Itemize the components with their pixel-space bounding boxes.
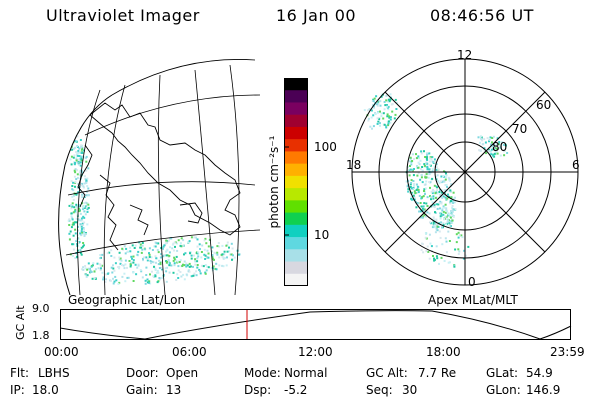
info-ip-key: IP: xyxy=(10,383,25,397)
mlt-label-6: 6 xyxy=(572,158,580,172)
app-title: Ultraviolet Imager xyxy=(46,6,200,25)
timeline-xtick-1: 06:00 xyxy=(172,345,207,359)
timeline-xtick-4: 23:59 xyxy=(550,345,585,359)
info-door-val: Open xyxy=(166,366,199,380)
colorbar-band xyxy=(284,90,308,103)
info-flt-val: LBHS xyxy=(38,366,70,380)
colorbar-tick-100: 100 xyxy=(314,140,337,154)
info-seq-key: Seq: xyxy=(366,383,393,397)
info-gcalt-val: 7.7 Re xyxy=(418,366,457,380)
altitude-curve xyxy=(60,310,572,340)
colorbar-band xyxy=(284,237,308,250)
info-mode-key: Mode: xyxy=(244,366,281,380)
aurora-oval-image xyxy=(363,93,509,268)
colorbar-band xyxy=(284,102,308,116)
time-label: 08:46:56 UT xyxy=(430,6,534,25)
mlat-label-60: 60 xyxy=(536,98,552,112)
coastline-outline xyxy=(77,102,241,251)
info-gcalt-key: GC Alt: xyxy=(366,366,408,380)
info-dsp-val: -5.2 xyxy=(284,383,308,397)
timeline-ylabel: GC Alt xyxy=(14,305,27,340)
info-dsp-key: Dsp: xyxy=(244,383,272,397)
info-glon-val: 146.9 xyxy=(526,383,561,397)
colorbar-unit: photon cm⁻²s⁻¹ xyxy=(267,135,281,229)
timeline-ytick-top: 9.0 xyxy=(32,302,50,315)
colorbar-tick-10: 10 xyxy=(314,228,330,242)
colorbar-band xyxy=(284,273,308,286)
info-gain-key: Gain: xyxy=(126,383,158,397)
timeline-xtick-2: 12:00 xyxy=(298,345,333,359)
lat-lon-grid xyxy=(65,59,260,295)
colorbar-band xyxy=(284,78,308,91)
colorbar-band xyxy=(284,249,308,263)
colorbar-band xyxy=(284,114,308,128)
info-ip-val: 18.0 xyxy=(32,383,59,397)
info-gain-val: 13 xyxy=(166,383,182,397)
intensity-colorbar xyxy=(284,78,308,286)
altitude-timeline-plot[interactable] xyxy=(60,306,572,342)
colorbar-band xyxy=(284,200,308,214)
polar-mlt-plot[interactable] xyxy=(340,50,580,290)
date-label: 16 Jan 00 xyxy=(276,6,357,25)
info-mode-val: Normal xyxy=(284,366,328,380)
colorbar-band xyxy=(284,151,308,165)
left-panel-caption: Geographic Lat/Lon xyxy=(68,293,186,307)
aurora-emission-image xyxy=(67,130,241,285)
info-glat-val: 54.9 xyxy=(526,366,553,380)
timeline-xtick-0: 00:00 xyxy=(44,345,79,359)
colorbar-band xyxy=(284,224,308,238)
earth-limb xyxy=(58,94,113,295)
polar-grid xyxy=(351,58,579,286)
info-glon-key: GLon: xyxy=(486,383,521,397)
colorbar-band xyxy=(284,175,308,189)
mlt-label-18: 18 xyxy=(346,158,362,172)
info-seq-val: 30 xyxy=(402,383,418,397)
colorbar-band xyxy=(284,212,308,226)
info-flt-key: Flt: xyxy=(10,366,29,380)
right-panel-caption: Apex MLat/MLT xyxy=(428,293,518,307)
timeline-xtick-3: 18:00 xyxy=(426,345,461,359)
mlat-label-80: 80 xyxy=(492,140,508,154)
colorbar-band xyxy=(284,261,308,275)
info-door-key: Door: xyxy=(126,366,159,380)
info-glat-key: GLat: xyxy=(486,366,519,380)
mlt-label-12: 12 xyxy=(457,48,473,62)
mlat-label-70: 70 xyxy=(512,122,528,136)
colorbar-band xyxy=(284,126,308,140)
colorbar-band xyxy=(284,163,308,177)
colorbar-band xyxy=(284,139,308,152)
timeline-ytick-bottom: 1.8 xyxy=(32,329,50,342)
geographic-map[interactable] xyxy=(30,55,260,295)
colorbar-band xyxy=(284,188,308,201)
mlt-label-0: 0 xyxy=(468,275,476,289)
